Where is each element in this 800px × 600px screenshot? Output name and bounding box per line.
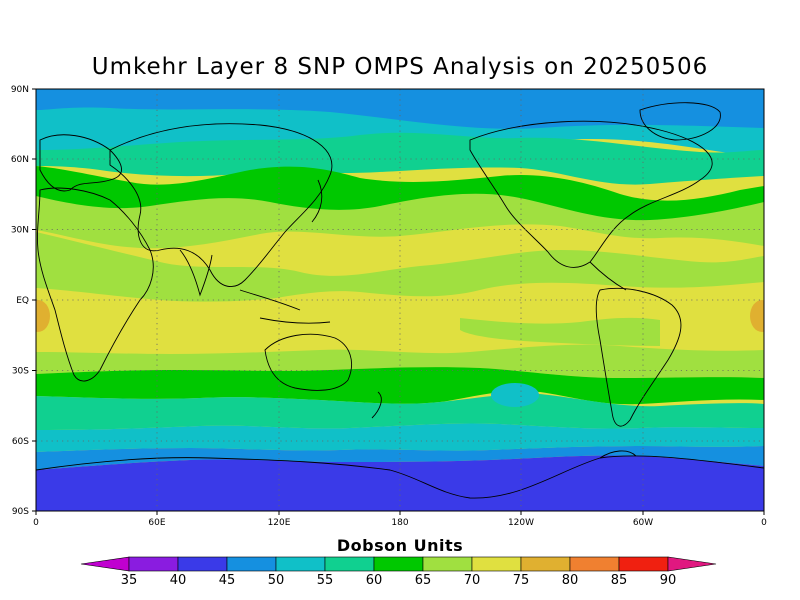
y-tick-label: 90S [12, 507, 29, 517]
x-tick-label: 0 [33, 518, 39, 528]
colorbar-swatch [324, 556, 375, 572]
band-south-polar [36, 455, 764, 511]
colorbar-swatch [569, 556, 620, 572]
x-tick-label: 60W [633, 518, 653, 528]
colorbar-label: 50 [268, 573, 285, 588]
colorbar-swatch [471, 556, 522, 572]
colorbar-swatch [275, 556, 326, 572]
x-tick-label: 0 [761, 518, 767, 528]
colorbar-arrow-low [80, 556, 130, 572]
colorbar-label: 70 [464, 573, 481, 588]
colorbar-label: 60 [366, 573, 383, 588]
x-tick-label: 120W [508, 518, 534, 528]
colorbar-swatch [226, 556, 277, 572]
colorbar-swatch [422, 556, 473, 572]
band-north-65 [36, 166, 764, 223]
colorbar-label: 90 [660, 573, 677, 588]
colorbar-swatch [618, 556, 669, 572]
x-tick-label: 180 [391, 518, 408, 528]
colorbar-label: 75 [513, 573, 530, 588]
colorbar-label: 85 [611, 573, 628, 588]
y-tick-label: 30S [12, 367, 29, 377]
colorbar-title: Dobson Units [336, 536, 464, 555]
colorbar-label: 35 [121, 573, 138, 588]
graticule [36, 89, 764, 511]
band-south-70 [36, 344, 764, 378]
x-axis [35, 511, 765, 515]
colorbar-swatch [128, 556, 179, 572]
pocket-80-west [36, 300, 50, 332]
band-tropic-70-a [36, 232, 764, 306]
colorbar-label: 80 [562, 573, 579, 588]
x-tick-label: 60E [148, 518, 165, 528]
colorbar-swatch [373, 556, 424, 572]
band-north-polar-blue [36, 89, 764, 129]
band-north-70 [36, 193, 764, 249]
colorbar-swatch [177, 556, 228, 572]
y-tick-label: 60S [12, 437, 29, 447]
pocket-55-south [491, 383, 539, 407]
colorbar-arrow-high [667, 556, 717, 572]
colorbar: 35 40 45 50 55 60 65 70 75 80 85 90 [80, 556, 717, 588]
y-tick-label: EQ [16, 296, 29, 306]
x-tick-label: 120E [268, 518, 291, 528]
map-title: Umkehr Layer 8 SNP OMPS Analysis on 2025… [91, 54, 709, 80]
coastlines [36, 102, 764, 499]
band-tropic-70-b [460, 317, 660, 346]
y-tick-label: 30N [11, 226, 29, 236]
pocket-80-east [750, 300, 764, 332]
y-tick-label: 90N [11, 85, 29, 95]
colorbar-label: 55 [317, 573, 334, 588]
band-south-50 [36, 446, 764, 470]
colorbar-label: 65 [415, 573, 432, 588]
colorbar-label: 45 [219, 573, 236, 588]
y-tick-label: 60N [11, 155, 29, 165]
colorbar-label: 40 [170, 573, 187, 588]
y-axis [32, 88, 36, 512]
colorbar-swatch [520, 556, 571, 572]
